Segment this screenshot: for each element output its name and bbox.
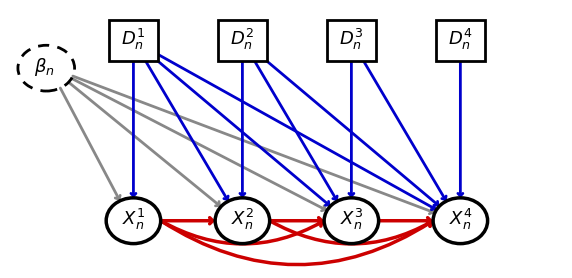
- Text: $X_n^3$: $X_n^3$: [340, 207, 363, 232]
- FancyBboxPatch shape: [109, 21, 158, 61]
- Text: $D_n^3$: $D_n^3$: [339, 27, 363, 52]
- Text: $D_n^2$: $D_n^2$: [231, 27, 255, 52]
- Text: $D_n^1$: $D_n^1$: [121, 27, 145, 52]
- Text: $X_n^1$: $X_n^1$: [122, 207, 145, 232]
- Text: $X_n^4$: $X_n^4$: [448, 207, 472, 232]
- Text: $\beta_n$: $\beta_n$: [34, 56, 55, 78]
- FancyBboxPatch shape: [327, 21, 376, 61]
- Ellipse shape: [433, 198, 487, 244]
- FancyBboxPatch shape: [436, 21, 485, 61]
- Ellipse shape: [324, 198, 379, 244]
- FancyBboxPatch shape: [218, 21, 267, 61]
- Ellipse shape: [215, 198, 269, 244]
- Ellipse shape: [106, 198, 161, 244]
- Text: $X_n^2$: $X_n^2$: [231, 207, 254, 232]
- Text: $D_n^4$: $D_n^4$: [448, 27, 472, 52]
